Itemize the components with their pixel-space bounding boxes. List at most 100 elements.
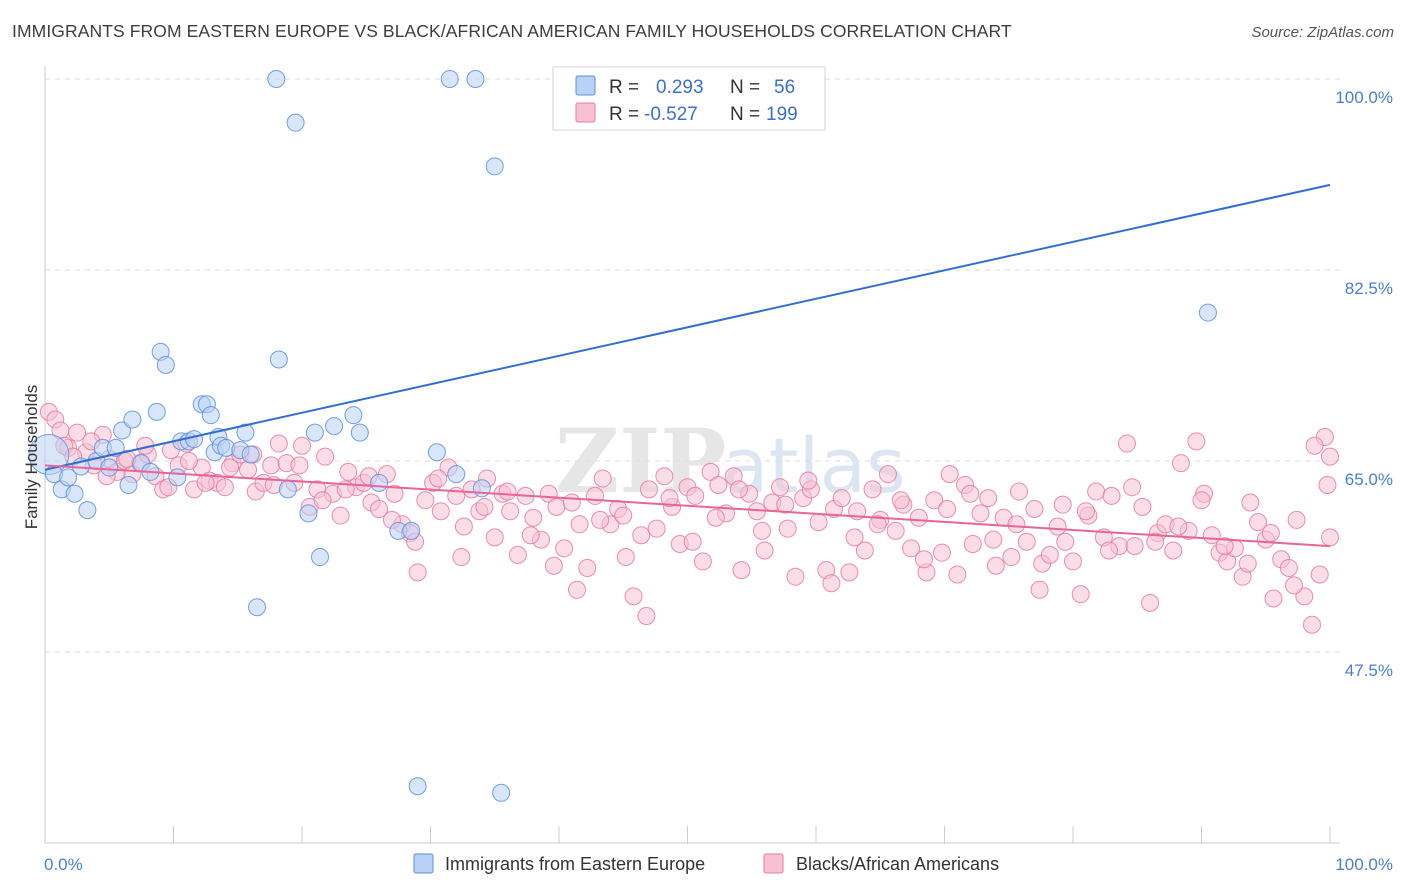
point-black-african-american [454,517,473,536]
point-eastern-europe [310,548,329,567]
point-eastern-europe [447,465,466,484]
point-black-african-american [637,606,656,625]
point-black-african-american [938,500,957,519]
point-eastern-europe [236,423,255,442]
point-black-african-american [863,480,882,499]
point-eastern-europe [78,501,97,520]
y-tick-label: 82.5% [1345,279,1393,298]
point-black-african-american [501,502,520,521]
legend-r-value-blue: 0.293 [656,77,704,98]
point-black-african-american [196,473,215,492]
point-black-african-american [1279,558,1298,577]
point-black-african-american [1040,545,1059,564]
point-black-african-american [855,541,874,560]
series-swatch-blue [413,853,434,874]
point-black-african-american [585,486,604,505]
point-eastern-europe [440,70,459,88]
x-tick-label-max: 100.0% [1335,855,1393,874]
point-black-african-american [262,456,281,475]
point-eastern-europe [402,521,421,540]
point-black-african-american [1146,532,1165,551]
point-eastern-europe [119,476,138,495]
point-black-african-american [1099,541,1118,560]
point-black-african-american [570,515,589,534]
point-black-african-american [1187,432,1206,451]
x-tick-label-min: 0.0% [44,855,83,874]
legend-r-label-blue: R = [609,77,639,98]
point-black-african-american [290,456,309,475]
point-eastern-europe [492,783,511,802]
point-black-african-american [932,543,951,562]
point-eastern-europe [123,410,142,429]
point-eastern-europe [269,350,288,369]
y-axis-label: Family Households [22,385,41,530]
point-black-african-american [799,471,818,490]
point-eastern-europe [286,113,305,132]
point-eastern-europe [65,484,84,503]
point-black-african-american [221,458,240,477]
point-eastern-europe [350,423,369,442]
point-black-african-american [1261,524,1280,543]
legend-n-value-pink: 199 [766,104,798,125]
point-black-african-american [686,486,705,505]
point-eastern-europe [156,355,175,374]
point-black-african-american [1017,532,1036,551]
point-black-african-american [1141,593,1160,612]
point-black-african-american [1133,497,1152,516]
point-black-african-american [1310,565,1329,584]
point-black-african-american [1171,454,1190,473]
point-black-african-american [655,467,674,486]
y-tick-label: 100.0% [1335,88,1393,107]
point-black-african-american [979,489,998,508]
point-black-african-american [809,513,828,532]
point-eastern-europe [1198,303,1217,322]
point-black-african-american [1169,517,1188,536]
point-black-african-american [709,476,728,495]
axis-labels: Family Households [22,385,41,530]
point-black-african-american [521,526,540,545]
point-black-african-american [524,508,543,527]
point-black-african-american [891,491,910,510]
point-black-african-american [1318,476,1337,495]
point-black-african-american [1241,493,1260,512]
point-black-african-american [1321,447,1339,466]
legend-box [552,66,826,131]
series-label-blue: Immigrants from Eastern Europe [445,854,705,874]
point-black-african-american [1030,580,1049,599]
point-black-african-american [624,587,643,606]
point-eastern-europe [472,479,491,498]
legend-swatch-pink [575,102,596,123]
point-black-african-american [1053,495,1072,514]
point-black-african-american [1249,513,1268,532]
point-black-african-american [429,469,448,488]
point-eastern-europe [100,458,119,477]
point-black-african-american [1287,510,1306,529]
point-black-african-american [1064,552,1082,571]
point-black-african-american [786,567,805,586]
point-black-african-american [498,482,517,501]
point-eastern-europe [325,417,344,436]
legend-swatch-blue [575,75,596,96]
point-eastern-europe [299,504,318,523]
series-swatch-pink [763,853,784,874]
point-black-african-american [239,460,258,479]
point-black-african-american [868,515,887,534]
point-black-african-american [1192,491,1211,510]
point-black-african-american [706,508,725,527]
point-black-african-american [1305,436,1324,455]
source-label: Source: ZipAtlas.com [1251,24,1394,41]
point-eastern-europe [147,402,166,421]
point-eastern-europe [427,443,446,462]
point-black-african-american [1056,532,1075,551]
point-black-african-american [1102,486,1121,505]
point-eastern-europe [201,406,220,425]
point-black-african-american [984,530,1003,549]
point-black-african-american [729,480,748,499]
point-black-african-american [914,550,933,569]
point-black-african-american [1123,478,1142,497]
legend-r-value-pink: -0.527 [644,104,698,125]
point-black-african-american [614,506,633,525]
point-black-african-american [845,528,864,547]
point-eastern-europe [185,430,204,449]
point-black-african-american [1076,502,1095,521]
